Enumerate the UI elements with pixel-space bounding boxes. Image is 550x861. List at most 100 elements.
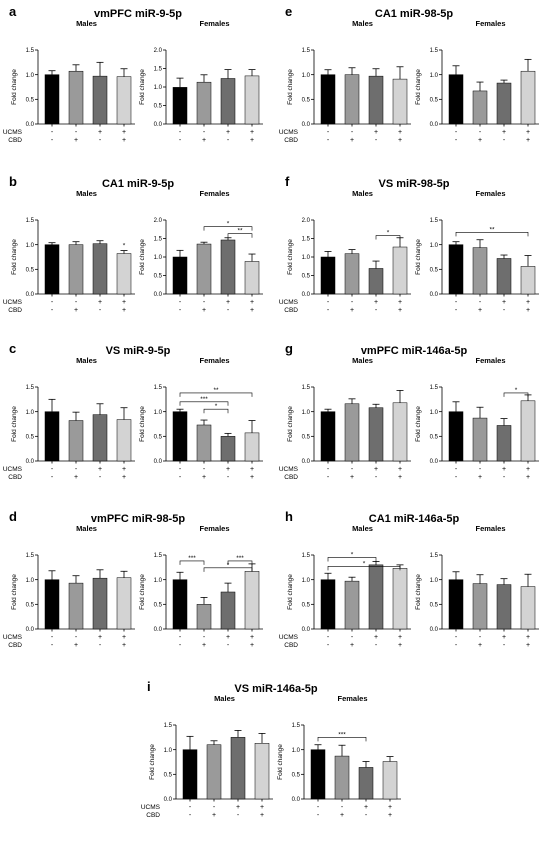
- condition-sign: +: [98, 299, 102, 306]
- condition-sign: -: [375, 137, 378, 144]
- condition-sign: +: [478, 474, 482, 481]
- panel-subtitle: Females: [475, 524, 505, 533]
- condition-sign: +: [226, 299, 230, 306]
- bar: [520, 586, 536, 630]
- y-tick-label: 1.0: [154, 255, 163, 261]
- bar: [44, 579, 60, 630]
- significance-label: *: [123, 243, 126, 250]
- condition-sign: -: [203, 129, 206, 136]
- condition-sign: -: [213, 804, 216, 811]
- y-tick-label: 1.5: [302, 237, 311, 243]
- condition-label: UCMS: [279, 129, 299, 136]
- condition-sign: +: [398, 137, 402, 144]
- condition-sign: -: [327, 466, 330, 473]
- y-tick-label: 0.5: [302, 274, 311, 280]
- condition-sign: -: [341, 804, 344, 811]
- panel-subtitle: Females: [475, 356, 505, 365]
- condition-sign: -: [189, 812, 192, 819]
- condition-label: UCMS: [279, 466, 299, 473]
- condition-sign: +: [98, 466, 102, 473]
- bar: [92, 75, 108, 125]
- panel-subtitle: Males: [76, 356, 97, 365]
- significance-bracket: [179, 401, 229, 406]
- bar: [116, 76, 132, 125]
- condition-label: CBD: [284, 307, 298, 314]
- condition-sign: +: [388, 812, 392, 819]
- condition-sign: -: [99, 137, 102, 144]
- condition-sign: +: [478, 307, 482, 314]
- panel-letter: d: [9, 509, 17, 524]
- significance-bracket: [203, 226, 253, 231]
- y-tick-label: 1.0: [430, 410, 439, 416]
- bar: [310, 749, 326, 800]
- condition-sign: +: [364, 804, 368, 811]
- significance-label: *: [215, 403, 218, 410]
- significance-bracket: [227, 560, 253, 565]
- y-tick-label: 0.5: [292, 773, 301, 779]
- y-tick-label: 0.0: [26, 627, 35, 633]
- y-tick-label: 0.5: [302, 435, 311, 441]
- condition-sign: +: [526, 129, 530, 136]
- condition-sign: +: [398, 642, 402, 649]
- condition-sign: -: [99, 474, 102, 481]
- condition-sign: +: [236, 804, 240, 811]
- condition-label: UCMS: [279, 634, 299, 641]
- bar: [244, 261, 260, 295]
- condition-sign: +: [98, 129, 102, 136]
- y-tick-label: 1.5: [430, 553, 439, 559]
- panel-subtitle: Males: [76, 189, 97, 198]
- condition-sign: -: [455, 299, 458, 306]
- panel-subtitle: Males: [352, 189, 373, 198]
- y-tick-label: 1.0: [26, 73, 35, 79]
- y-axis-label: Fold change: [415, 574, 422, 610]
- block-title: vmPFC miR-98-5p: [91, 513, 185, 525]
- condition-sign: +: [526, 137, 530, 144]
- y-tick-label: 1.0: [164, 748, 173, 754]
- y-tick-label: 0.5: [154, 603, 163, 609]
- condition-sign: -: [227, 307, 230, 314]
- y-tick-label: 0.0: [430, 292, 439, 298]
- bar: [44, 74, 60, 125]
- condition-sign: -: [375, 474, 378, 481]
- y-tick-label: 0.0: [302, 627, 311, 633]
- bar: [44, 411, 60, 462]
- significance-label: **: [489, 226, 495, 233]
- panel-subtitle: Females: [199, 356, 229, 365]
- y-tick-label: 1.0: [430, 73, 439, 79]
- bar: [68, 420, 84, 462]
- y-tick-label: 1.0: [430, 578, 439, 584]
- condition-sign: -: [227, 642, 230, 649]
- significance-bracket: [179, 392, 253, 397]
- condition-sign: +: [250, 299, 254, 306]
- condition-label: UCMS: [3, 299, 23, 306]
- bar: [496, 258, 512, 295]
- bar: [220, 78, 236, 125]
- y-tick-label: 1.0: [26, 410, 35, 416]
- y-tick-label: 1.0: [302, 73, 311, 79]
- condition-sign: +: [526, 299, 530, 306]
- condition-sign: -: [203, 466, 206, 473]
- significance-label: *: [387, 230, 390, 237]
- y-tick-label: 0.5: [164, 773, 173, 779]
- significance-label: *: [227, 562, 230, 569]
- condition-sign: +: [202, 307, 206, 314]
- condition-sign: -: [179, 299, 182, 306]
- condition-sign: -: [327, 642, 330, 649]
- condition-sign: +: [260, 812, 264, 819]
- y-tick-label: 0.5: [302, 98, 311, 104]
- bar: [392, 568, 408, 630]
- bar: [344, 74, 360, 125]
- condition-sign: +: [398, 307, 402, 314]
- y-tick-label: 1.5: [302, 48, 311, 54]
- condition-sign: -: [227, 137, 230, 144]
- significance-bracket: [327, 557, 377, 562]
- y-tick-label: 0.0: [26, 122, 35, 128]
- condition-sign: -: [75, 299, 78, 306]
- y-tick-label: 0.5: [430, 268, 439, 274]
- condition-sign: -: [99, 307, 102, 314]
- significance-bracket: [375, 235, 401, 240]
- condition-sign: -: [455, 129, 458, 136]
- y-tick-label: 1.5: [430, 218, 439, 224]
